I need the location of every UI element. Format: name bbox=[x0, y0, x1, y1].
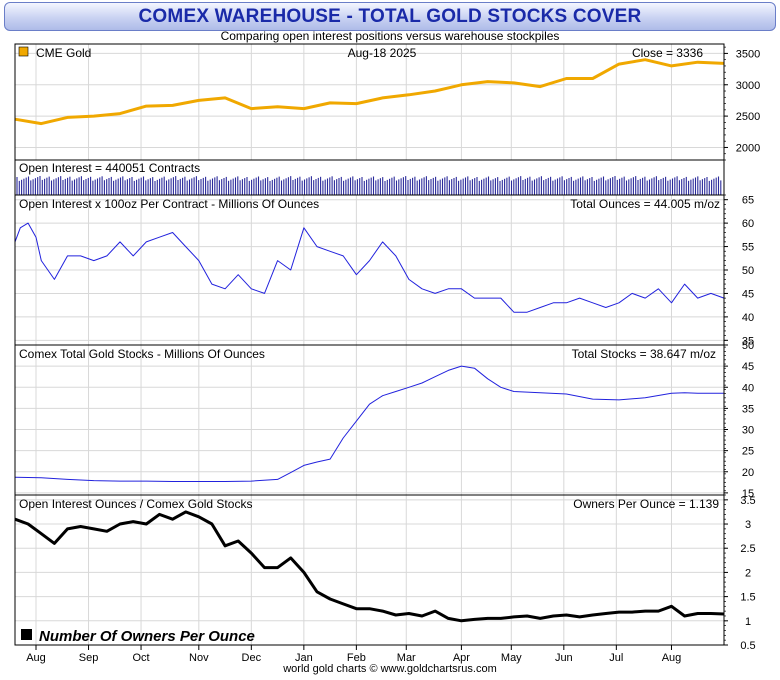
xtick-label: Feb bbox=[347, 652, 366, 664]
ytick-label: 15 bbox=[742, 488, 754, 500]
ytick-label: 25 bbox=[742, 446, 754, 458]
xtick-label: Nov bbox=[189, 652, 209, 664]
xtick-label: Apr bbox=[453, 652, 470, 664]
comex-stocks-label: Comex Total Gold Stocks - Millions Of Ou… bbox=[19, 347, 265, 361]
legend-swatch-gold bbox=[18, 46, 29, 57]
ytick-label: 45 bbox=[742, 361, 754, 373]
legend-label-gold: CME Gold bbox=[36, 46, 91, 60]
legend-swatch-owners bbox=[21, 629, 32, 640]
owners-per-ounce-label: Owners Per Ounce = 1.139 bbox=[573, 497, 719, 511]
ytick-label: 1.5 bbox=[740, 592, 755, 604]
footer-credit: world gold charts © www.goldchartsrus.co… bbox=[283, 663, 497, 675]
total-ounces-label: Total Ounces = 44.005 m/oz bbox=[570, 197, 720, 211]
open-interest-ounces-label: Open Interest x 100oz Per Contract - Mil… bbox=[19, 197, 319, 211]
xtick-label: Dec bbox=[242, 652, 262, 664]
ytick-label: 50 bbox=[742, 340, 754, 352]
series-line-comex-gold-stocks bbox=[14, 365, 724, 482]
ytick-label: 30 bbox=[742, 425, 754, 437]
xtick-label: Aug bbox=[662, 652, 682, 664]
owners-panel-label: Open Interest Ounces / Comex Gold Stocks bbox=[19, 497, 252, 511]
series-line-open-interest-ounces bbox=[14, 222, 725, 313]
ytick-label: 40 bbox=[742, 312, 754, 324]
ytick-label: 2000 bbox=[736, 142, 760, 154]
xtick-label: Aug bbox=[26, 652, 46, 664]
ytick-label: 2 bbox=[745, 567, 751, 579]
xtick-label: Jan bbox=[295, 652, 313, 664]
ytick-label: 35 bbox=[742, 403, 754, 415]
xtick-label: Oct bbox=[132, 652, 149, 664]
ytick-label: 3 bbox=[745, 519, 751, 531]
chart-title: COMEX WAREHOUSE - TOTAL GOLD STOCKS COVE… bbox=[4, 2, 776, 31]
ytick-label: 1 bbox=[745, 616, 751, 628]
ytick-label: 20 bbox=[742, 467, 754, 479]
ytick-label: 35 bbox=[742, 335, 754, 347]
xtick-label: May bbox=[501, 652, 522, 664]
ytick-label: 3000 bbox=[736, 80, 760, 92]
xtick-label: Jul bbox=[609, 652, 623, 664]
ytick-label: 55 bbox=[742, 242, 754, 254]
legend-label-owners: Number Of Owners Per Ounce bbox=[39, 628, 255, 645]
panel-bg-3 bbox=[15, 495, 724, 645]
ytick-label: 40 bbox=[742, 382, 754, 394]
ytick-label: 2.5 bbox=[740, 543, 755, 555]
xtick-label: Mar bbox=[397, 652, 416, 664]
gold-close-label: Close = 3336 bbox=[632, 46, 703, 60]
ytick-label: 50 bbox=[742, 265, 754, 277]
series-line-owners-per-ounce bbox=[14, 510, 725, 623]
ytick-label: 0.5 bbox=[740, 640, 755, 652]
ytick-label: 3.5 bbox=[740, 495, 755, 507]
open-interest-contracts-label: Open Interest = 440051 Contracts bbox=[19, 161, 200, 175]
ytick-label: 45 bbox=[742, 288, 754, 300]
total-stocks-label: Total Stocks = 38.647 m/oz bbox=[572, 347, 716, 361]
chart-date-label: Aug-18 2025 bbox=[348, 46, 417, 60]
chart-subtitle: Comparing open interest positions versus… bbox=[220, 29, 560, 43]
ytick-label: 2500 bbox=[736, 111, 760, 123]
ytick-label: 65 bbox=[742, 195, 754, 207]
panel-bg-2 bbox=[15, 345, 724, 495]
xtick-label: Sep bbox=[79, 652, 99, 664]
ytick-label: 60 bbox=[742, 218, 754, 230]
ytick-label: 3500 bbox=[736, 48, 760, 60]
xtick-label: Jun bbox=[555, 652, 573, 664]
series-line-gold-price bbox=[14, 58, 725, 126]
